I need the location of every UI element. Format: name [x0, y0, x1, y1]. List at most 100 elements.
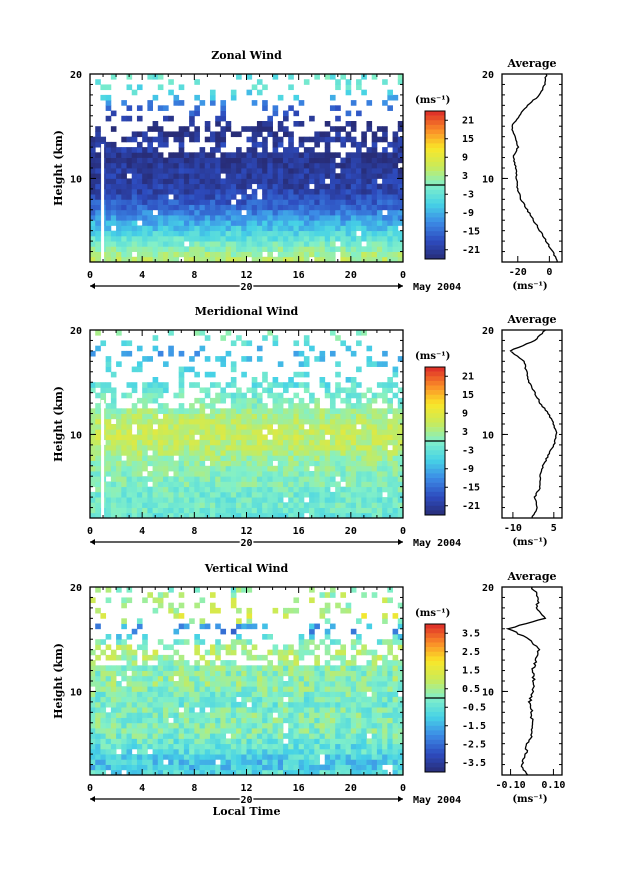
heatmap-cell [173, 738, 180, 745]
heatmap-cell [392, 168, 399, 174]
heatmap-cell [319, 377, 326, 383]
colorbar-swatch [425, 408, 445, 414]
data-gap [101, 400, 105, 518]
heatmap-cell [189, 382, 195, 388]
heatmap-cell [382, 173, 388, 179]
heatmap-cell [230, 717, 237, 724]
heatmap-cell [277, 429, 284, 435]
heatmap-cell [220, 717, 227, 724]
heatmap-cell [382, 681, 388, 687]
heatmap-cell [267, 649, 273, 656]
heatmap-cell [204, 121, 211, 127]
heatmap-cell [397, 644, 404, 651]
heatmap-cell [382, 759, 388, 765]
heatmap-cell [142, 675, 148, 682]
heatmap-cell [246, 476, 253, 482]
heatmap-cell [90, 444, 96, 451]
heatmap-cell [277, 450, 284, 456]
heatmap-cell [277, 178, 284, 185]
heatmap-cell [215, 444, 221, 451]
heatmap-cell [246, 157, 253, 164]
heatmap-cell [110, 712, 117, 718]
heatmap-cell [371, 455, 378, 461]
heatmap-cell [387, 225, 393, 232]
heatmap-cell [298, 204, 305, 211]
heatmap-cell [293, 769, 300, 776]
heatmap-cell [371, 413, 378, 420]
heatmap-cell [199, 507, 206, 514]
heatmap-cell [121, 251, 127, 258]
heatmap-cell [152, 392, 159, 399]
heatmap-cell [209, 722, 216, 729]
heatmap-cell [178, 183, 185, 190]
heatmap-cell [178, 188, 185, 195]
heatmap-cell [121, 507, 127, 514]
heatmap-cell [126, 649, 133, 656]
heatmap-cell [163, 660, 169, 666]
heatmap-cell [230, 241, 237, 247]
heatmap-cell [298, 670, 305, 677]
heatmap-cell [209, 371, 216, 378]
heatmap-cell [277, 460, 284, 467]
heatmap-cell [194, 371, 200, 378]
heatmap-cell [387, 649, 393, 656]
heatmap-cell [157, 660, 164, 666]
heatmap-cell [262, 173, 268, 179]
heatmap-cell [361, 194, 367, 200]
heatmap-cell [350, 183, 357, 190]
heatmap-cell [131, 246, 138, 252]
heatmap-cell [340, 686, 347, 692]
heatmap-cell [283, 173, 289, 179]
heatmap-cell [340, 649, 347, 656]
heatmap-cell [251, 481, 258, 488]
heatmap-cell [136, 230, 143, 237]
heatmap-cell [329, 686, 336, 692]
heatmap-cell [183, 481, 190, 488]
heatmap-cell [309, 209, 315, 216]
heatmap-cell [126, 743, 133, 750]
heatmap-cell [309, 199, 315, 205]
heatmap-cell [95, 418, 101, 425]
heatmap-cell [371, 361, 378, 367]
heatmap-cell [105, 241, 112, 247]
heatmap-cell [225, 696, 232, 703]
heatmap-cell [152, 743, 159, 750]
heatmap-cell [246, 194, 253, 200]
heatmap-cell [397, 707, 404, 713]
heatmap-cell [204, 665, 211, 671]
heatmap-cell [397, 507, 404, 514]
heatmap-cell [236, 215, 242, 221]
heatmap-cell [350, 418, 357, 425]
heatmap-cell [230, 665, 237, 671]
heatmap-cell [272, 507, 279, 514]
heatmap-cell [356, 168, 362, 174]
colorbar-swatch [425, 217, 445, 223]
heatmap-cell [335, 413, 341, 420]
heatmap-cell [199, 733, 206, 739]
heatmap-cell [288, 429, 294, 435]
heatmap-cell [95, 162, 101, 169]
heatmap-cell [371, 434, 378, 441]
heatmap-cell [163, 162, 169, 169]
heatmap-cell [215, 691, 221, 698]
heatmap-cell [361, 424, 367, 430]
heatmap-cell [246, 241, 253, 247]
heatmap-cell [110, 230, 117, 237]
heatmap-cell [100, 696, 107, 703]
heatmap-cell [225, 204, 232, 211]
heatmap-cell [246, 649, 253, 656]
heatmap-cell [324, 644, 331, 651]
heatmap-cell [251, 235, 258, 242]
heatmap-cell [183, 665, 190, 671]
heatmap-cell [230, 89, 237, 96]
heatmap-cell [382, 256, 388, 263]
heatmap-cell [361, 707, 367, 713]
heatmap-cell [366, 707, 373, 713]
heatmap-cell [298, 403, 305, 409]
heatmap-cell [230, 183, 237, 190]
heatmap-cell [251, 439, 258, 446]
heatmap-cell [324, 491, 331, 498]
heatmap-cell [90, 743, 96, 750]
heatmap-cell [168, 173, 174, 179]
heatmap-cell [126, 84, 133, 91]
